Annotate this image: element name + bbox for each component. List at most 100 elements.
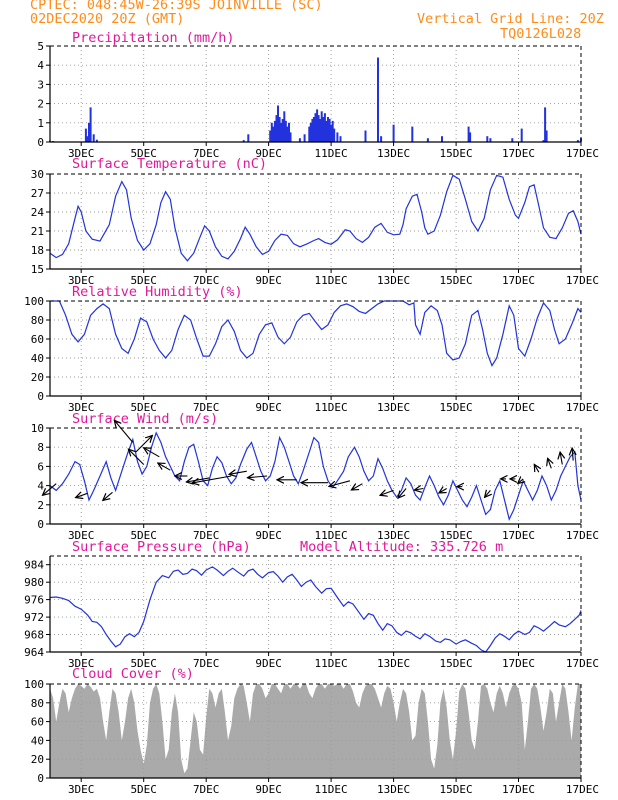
x-tick-label: 17DEC	[566, 783, 599, 796]
precip-bar	[411, 126, 414, 142]
x-tick-label: 17DEC	[502, 401, 535, 414]
wind-arrow	[229, 471, 247, 474]
x-tick-label: 13DEC	[377, 401, 410, 414]
precip-bar	[277, 105, 279, 142]
precip-bar	[89, 107, 92, 142]
precip-bar	[309, 122, 312, 142]
y-tick-label: 0	[37, 518, 44, 531]
x-tick-label: 9DEC	[255, 274, 282, 287]
x-tick-label: 9DEC	[255, 529, 282, 542]
x-tick-label: 3DEC	[68, 529, 95, 542]
y-tick-label: 100	[24, 678, 44, 691]
x-tick-label: 17DEC	[502, 147, 535, 160]
wind-arrow	[103, 491, 113, 500]
x-tick-label: 17DEC	[502, 657, 535, 670]
x-tick-label: 17DEC	[566, 657, 599, 670]
x-tick-label: 15DEC	[440, 657, 473, 670]
wind-arrow	[247, 476, 268, 478]
x-tick-label: 17DEC	[566, 401, 599, 414]
precip-bar	[441, 136, 443, 142]
rh-series-line	[50, 300, 582, 367]
precip-bar	[289, 132, 292, 142]
x-tick-label: 3DEC	[68, 401, 95, 414]
wind-arrow	[144, 448, 160, 458]
x-tick-label: 5DEC	[130, 783, 157, 796]
precip-bar	[576, 140, 579, 142]
wind-arrow	[158, 463, 171, 471]
y-tick-label: 20	[31, 753, 44, 766]
x-tick-label: 15DEC	[440, 401, 473, 414]
precip-bar	[511, 138, 514, 142]
x-tick-label: 13DEC	[377, 274, 410, 287]
x-tick-label: 11DEC	[315, 274, 348, 287]
precipitation-title: Precipitation (mm/h)	[72, 30, 235, 46]
precip-bar	[269, 130, 272, 142]
y-tick-label: 0	[37, 772, 44, 785]
x-tick-label: 5DEC	[130, 657, 157, 670]
wind-arrow	[414, 489, 424, 491]
precip-bar	[544, 107, 547, 142]
pressure-title: Surface Pressure (hPa)	[72, 539, 251, 555]
wind-arrow	[548, 458, 552, 469]
precip-bar	[92, 134, 95, 142]
wind-arrow	[114, 420, 134, 443]
temperature-title: Surface Temperature (nC)	[72, 156, 267, 172]
y-tick-label: 2	[37, 499, 44, 512]
x-tick-label: 13DEC	[377, 147, 410, 160]
y-tick-label: 80	[31, 697, 44, 710]
y-tick-label: 3	[37, 78, 44, 91]
y-tick-label: 18	[31, 244, 44, 257]
precip-bar	[303, 134, 306, 142]
x-tick-label: 3DEC	[68, 147, 95, 160]
wind-arrow	[534, 464, 539, 473]
x-tick-label: 7DEC	[193, 529, 220, 542]
y-tick-label: 24	[31, 206, 45, 219]
y-tick-label: 27	[31, 187, 44, 200]
x-tick-label: 15DEC	[440, 529, 473, 542]
y-tick-label: 980	[24, 576, 44, 589]
precip-bar	[311, 119, 314, 142]
pres-series-line	[49, 566, 582, 653]
precip-bar	[336, 132, 339, 142]
y-tick-label: 30	[31, 168, 44, 181]
x-tick-label: 9DEC	[255, 657, 282, 670]
precip-bar	[330, 124, 333, 142]
precip-bar	[377, 57, 379, 142]
precip-bar	[333, 128, 336, 142]
precip-bar	[380, 136, 383, 142]
y-tick-label: 10	[31, 422, 44, 435]
x-tick-label: 11DEC	[315, 147, 348, 160]
y-tick-label: 976	[24, 594, 44, 607]
precip-bar	[542, 140, 545, 142]
precip-bar	[392, 124, 395, 142]
precip-bar	[84, 128, 87, 142]
wind-arrow	[560, 452, 562, 465]
x-tick-label: 15DEC	[440, 147, 473, 160]
precip-bar	[520, 128, 523, 142]
x-tick-label: 3DEC	[68, 657, 95, 670]
wind-arrow	[380, 490, 394, 495]
wind-arrow	[518, 479, 524, 484]
wind-arrow	[192, 475, 232, 483]
y-tick-label: 4	[37, 59, 44, 72]
y-tick-label: 5	[37, 40, 44, 53]
precip-bar	[319, 119, 322, 142]
precip-bar	[467, 126, 470, 142]
precip-bar	[327, 117, 329, 142]
y-tick-label: 6	[37, 460, 44, 473]
x-tick-label: 9DEC	[255, 147, 282, 160]
x-tick-label: 17DEC	[502, 783, 535, 796]
wind-arrow	[439, 489, 447, 494]
cloud-cover-area	[50, 684, 581, 778]
precip-bar	[270, 122, 273, 142]
x-tick-label: 15DEC	[440, 274, 473, 287]
cloud-cover-title: Cloud Cover (%)	[72, 666, 194, 682]
x-tick-label: 17DEC	[502, 274, 535, 287]
x-tick-label: 17DEC	[566, 274, 599, 287]
y-tick-label: 80	[31, 314, 44, 327]
x-tick-label: 15DEC	[440, 783, 473, 796]
precip-bar	[298, 138, 301, 142]
y-tick-label: 15	[31, 263, 44, 276]
header-line-1: CPTEC: 048:45W-26:39S JOINVILLE (SC)	[30, 0, 323, 13]
y-tick-label: 984	[24, 559, 44, 572]
